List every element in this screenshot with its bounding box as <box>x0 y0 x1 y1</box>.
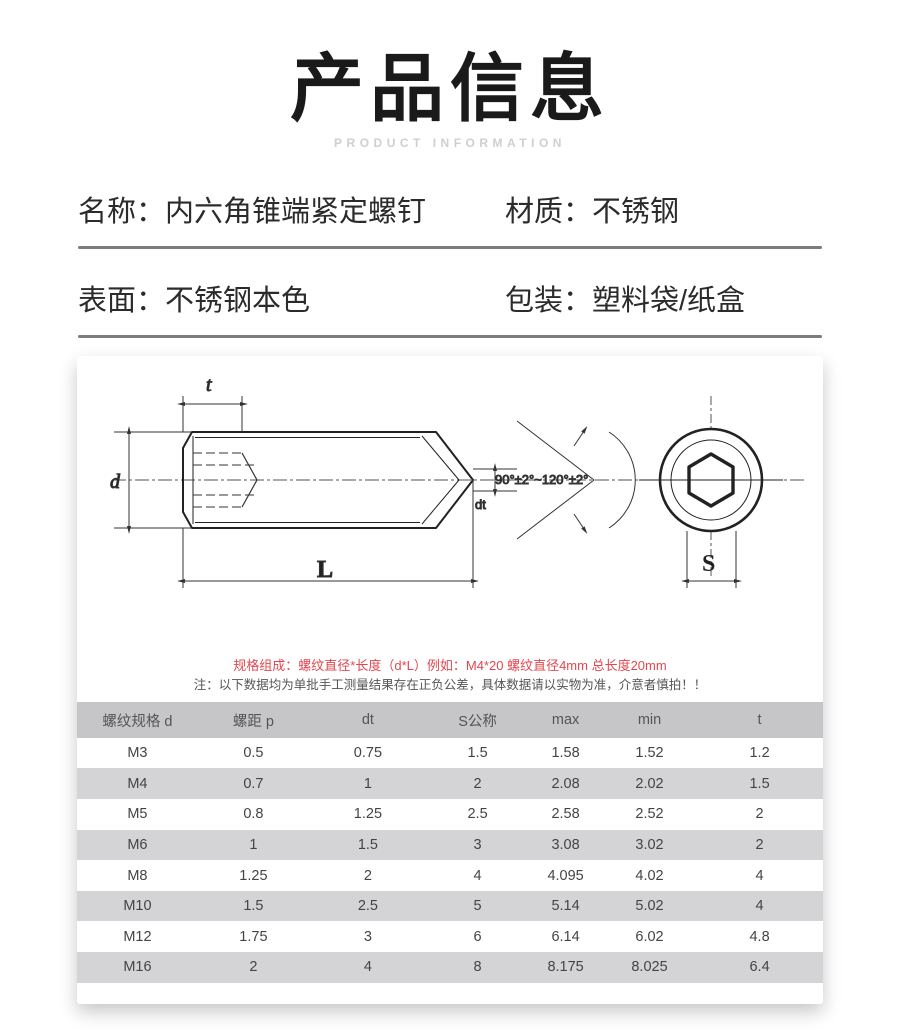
svg-text:t: t <box>206 374 212 396</box>
svg-text:dt: dt <box>475 497 486 512</box>
svg-text:d: d <box>110 471 121 493</box>
svg-text:90°±2°~120°±2°: 90°±2°~120°±2° <box>495 472 588 487</box>
svg-text:S: S <box>702 551 715 577</box>
svg-text:L: L <box>317 557 333 583</box>
